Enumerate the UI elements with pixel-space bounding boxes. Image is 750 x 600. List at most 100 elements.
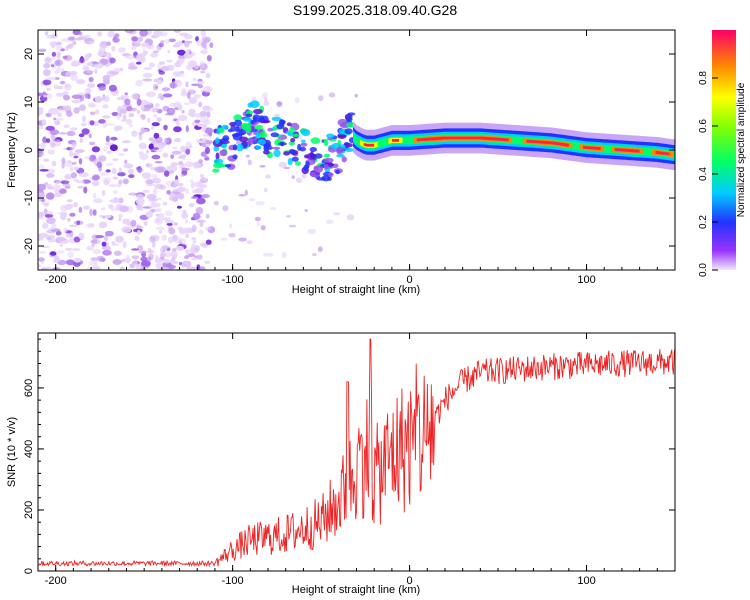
noise-blob: [169, 82, 178, 89]
signal-blob: [345, 117, 353, 122]
noise-blob: [51, 51, 57, 57]
signal-blob: [271, 116, 282, 122]
signal-blob: [294, 161, 301, 166]
noise-blob: [67, 36, 76, 41]
noise-blob: [238, 194, 246, 197]
noise-blob: [122, 178, 129, 185]
noise-blob: [139, 153, 149, 161]
noise-blob: [73, 179, 79, 182]
noise-blob: [56, 118, 64, 121]
noise-blob: [81, 115, 86, 123]
noise-blob: [67, 43, 74, 49]
noise-blob: [157, 63, 162, 70]
noise-blob: [164, 137, 170, 144]
noise-blob: [140, 103, 145, 111]
signal-blob: [242, 117, 252, 122]
noise-blob: [190, 181, 195, 189]
noise-blob: [81, 128, 90, 135]
noise-blob: [99, 171, 110, 177]
noise-blob: [197, 254, 203, 260]
noise-blob: [43, 94, 47, 98]
noise-blob: [88, 40, 95, 45]
snr-y-ticks: 0 200 400 600: [23, 338, 675, 574]
noise-blob: [105, 135, 110, 143]
snr-series: [38, 338, 675, 568]
x-tick-label: -100: [222, 274, 244, 286]
noise-blob: [98, 86, 106, 91]
noise-blob: [86, 54, 92, 59]
noise-blob: [70, 127, 78, 131]
noise-blob: [145, 91, 156, 98]
noise-blob: [46, 168, 56, 174]
noise-blob: [255, 201, 265, 206]
noise-blob: [126, 118, 133, 125]
noise-blob: [94, 109, 100, 115]
noise-blob: [61, 157, 66, 165]
noise-blob: [105, 163, 113, 166]
noise-blob: [184, 161, 195, 167]
noise-blob: [246, 240, 253, 245]
noise-blob: [184, 41, 190, 48]
noise-blob: [132, 259, 138, 267]
noise-blob: [175, 245, 184, 251]
signal-blob: [241, 123, 250, 131]
noise-blob: [51, 160, 57, 167]
noise-blob: [124, 30, 135, 34]
signal-blob: [263, 145, 270, 152]
noise-blob: [143, 67, 153, 71]
peak-segment: [526, 139, 569, 147]
noise-blob: [113, 190, 118, 194]
noise-blob: [184, 255, 190, 259]
noise-blob: [155, 262, 164, 269]
noise-blob: [71, 100, 82, 104]
colorbar-tick-label: 0.8: [698, 71, 709, 85]
x-tick-label: 100: [577, 575, 595, 587]
noise-blob: [121, 140, 131, 143]
noise-blob: [46, 34, 56, 39]
noise-blob: [267, 252, 274, 257]
page-title: S199.2025.318.09.40.G28: [292, 2, 458, 18]
peak-segment: [614, 148, 640, 153]
noise-blob: [178, 261, 183, 266]
noise-blob: [205, 239, 212, 245]
noise-blob: [178, 161, 184, 165]
noise-blob: [47, 239, 57, 243]
signal-blob: [277, 142, 287, 146]
noise-blob: [43, 158, 50, 162]
noise-blob: [50, 129, 60, 135]
noise-blob: [51, 267, 61, 270]
noise-blob: [171, 146, 178, 150]
x-tick-label: -200: [45, 575, 67, 587]
noise-blob: [91, 242, 95, 247]
noise-blob: [172, 80, 180, 83]
noise-blob: [98, 44, 108, 49]
noise-blob: [158, 70, 166, 75]
noise-blob: [164, 210, 173, 217]
x-tick-label: 0: [407, 274, 413, 286]
noise-blob: [161, 217, 172, 221]
noise-blob: [151, 173, 158, 180]
noise-blob: [263, 187, 268, 193]
noise-blob: [141, 51, 147, 57]
noise-blob: [78, 172, 89, 178]
noise-blob: [38, 211, 45, 218]
noise-blob: [195, 207, 204, 215]
noise-blob: [200, 70, 206, 74]
noise-blob: [92, 61, 100, 65]
signal-blob: [313, 165, 324, 173]
noise-blob: [198, 101, 203, 108]
noise-blob: [160, 252, 166, 259]
noise-blob: [55, 189, 59, 196]
noise-blob: [333, 212, 341, 216]
noise-blob: [142, 72, 153, 78]
signal-blob: [323, 163, 329, 170]
noise-blob: [71, 161, 77, 165]
noise-blob: [254, 216, 261, 222]
noise-blob: [102, 115, 111, 119]
noise-blob: [164, 113, 175, 116]
signal-blob: [219, 149, 228, 157]
noise-blob: [196, 39, 202, 47]
noise-blob: [177, 58, 185, 64]
noise-blob: [53, 139, 60, 142]
noise-blob: [53, 255, 60, 263]
